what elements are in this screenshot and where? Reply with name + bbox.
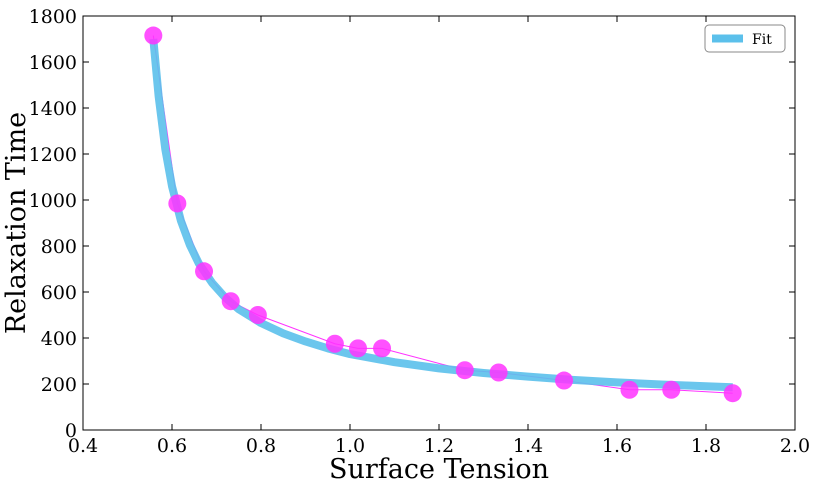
data-point <box>662 380 681 399</box>
y-tick-label: 1200 <box>29 144 77 166</box>
y-tick-label: 1400 <box>29 98 77 120</box>
y-tick-label: 800 <box>41 236 77 258</box>
y-tick-label: 1800 <box>29 6 77 28</box>
data-point <box>195 262 214 281</box>
data-point <box>455 361 474 380</box>
x-tick-label: 1.2 <box>424 435 454 457</box>
data-point <box>723 384 742 403</box>
x-tick-label: 1.8 <box>691 435 721 457</box>
data-point <box>555 371 574 390</box>
data-point <box>221 292 240 311</box>
y-tick-label: 200 <box>41 374 77 396</box>
y-tick-label: 600 <box>41 282 77 304</box>
y-tick-label: 1000 <box>29 190 77 212</box>
y-axis-title: Relaxation Time <box>1 112 32 334</box>
y-tick-label: 1600 <box>29 52 77 74</box>
data-point <box>248 306 267 324</box>
legend-label-fit: Fit <box>752 32 772 48</box>
x-tick-label: 2.0 <box>780 435 810 457</box>
axis-ticks: 0.4 0.6 0.8 1.0 1.2 1.4 1.6 1.8 2.0 0 200 400 600 800… <box>29 6 810 457</box>
fit-line <box>149 38 733 392</box>
data-point <box>489 363 508 382</box>
x-tick-label: 1.6 <box>602 435 632 457</box>
y-tick-label: 400 <box>41 328 77 350</box>
x-tick-label: 0.8 <box>246 435 276 457</box>
x-tick-label: 0.4 <box>68 435 98 457</box>
data-point <box>325 334 344 353</box>
legend-box <box>704 24 786 53</box>
legend: Fit <box>704 24 786 53</box>
x-tick-label: 1.0 <box>335 435 365 457</box>
data-point <box>168 194 187 213</box>
data-point <box>373 339 392 358</box>
plot-marks <box>144 26 742 403</box>
data-point <box>620 380 639 399</box>
data-point <box>144 26 163 45</box>
y-tick-label: 0 <box>65 420 77 442</box>
x-tick-label: 1.4 <box>513 435 543 457</box>
x-tick-label: 0.6 <box>157 435 187 457</box>
data-line <box>152 35 733 394</box>
data-point <box>349 339 368 358</box>
x-axis-title: Surface Tension <box>329 454 549 485</box>
